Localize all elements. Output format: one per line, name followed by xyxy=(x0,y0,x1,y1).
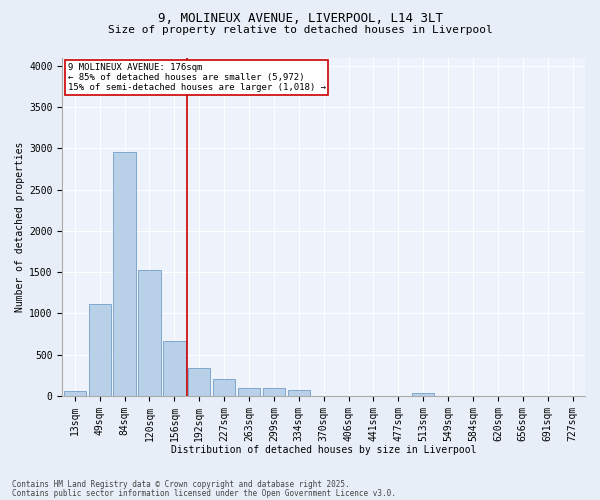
Text: Size of property relative to detached houses in Liverpool: Size of property relative to detached ho… xyxy=(107,25,493,35)
Text: Contains public sector information licensed under the Open Government Licence v3: Contains public sector information licen… xyxy=(12,488,396,498)
Y-axis label: Number of detached properties: Number of detached properties xyxy=(15,142,25,312)
Bar xyxy=(163,342,185,396)
Bar xyxy=(64,392,86,396)
Bar xyxy=(213,380,235,396)
Bar xyxy=(412,393,434,396)
Bar xyxy=(263,388,285,396)
Text: 9 MOLINEUX AVENUE: 176sqm
← 85% of detached houses are smaller (5,972)
15% of se: 9 MOLINEUX AVENUE: 176sqm ← 85% of detac… xyxy=(68,62,326,92)
Bar xyxy=(138,270,161,396)
Text: 9, MOLINEUX AVENUE, LIVERPOOL, L14 3LT: 9, MOLINEUX AVENUE, LIVERPOOL, L14 3LT xyxy=(157,12,443,26)
Bar xyxy=(89,304,111,396)
Text: Contains HM Land Registry data © Crown copyright and database right 2025.: Contains HM Land Registry data © Crown c… xyxy=(12,480,350,489)
Bar xyxy=(113,152,136,396)
Bar xyxy=(238,388,260,396)
Bar xyxy=(188,368,211,396)
Bar xyxy=(287,390,310,396)
X-axis label: Distribution of detached houses by size in Liverpool: Distribution of detached houses by size … xyxy=(171,445,476,455)
